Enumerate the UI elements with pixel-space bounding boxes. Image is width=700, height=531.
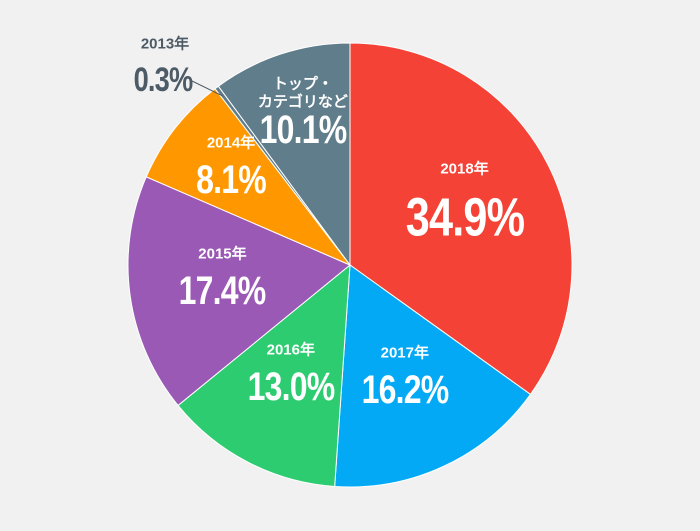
pie-slice (349, 42, 573, 396)
slice-value: 8.1% (196, 158, 267, 203)
leader-line (189, 79, 224, 97)
slice-category: 2016年 (266, 341, 315, 359)
slice-value: 13.0% (247, 365, 335, 410)
slice-value: 10.1% (259, 107, 348, 152)
slice-value: 16.2% (361, 367, 449, 412)
slice-category: 2013年 (140, 35, 190, 53)
slice-category: 2018年 (440, 160, 489, 178)
slice-category: 2017年 (380, 344, 429, 362)
pie-slice (334, 264, 532, 488)
pie-slice (127, 176, 351, 407)
slice-value: 0.3% (133, 60, 194, 99)
slice-value: 17.4% (179, 268, 267, 313)
slice-value: 34.9% (405, 187, 524, 248)
slice-category: トップ・ カテゴリなど (257, 74, 348, 111)
pie-slice (177, 263, 351, 488)
pie-slice (217, 42, 351, 267)
slice-category: 2015年 (198, 245, 247, 263)
slice-category: 2014年 (206, 134, 256, 152)
